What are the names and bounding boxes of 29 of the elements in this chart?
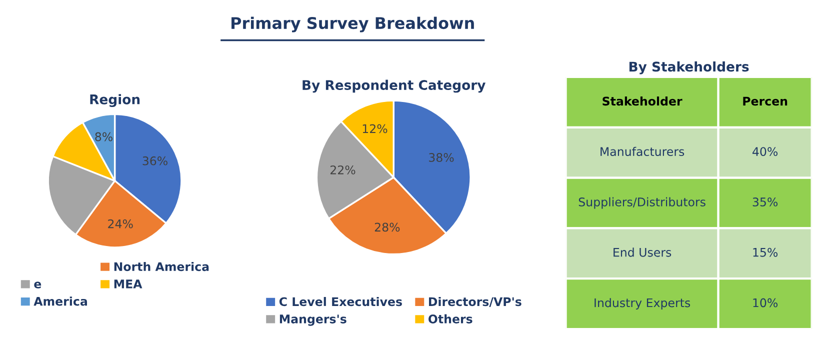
- legend-label: MEA: [114, 280, 142, 288]
- data-label: 36%: [142, 156, 168, 166]
- chart-title: Region: [90, 94, 140, 108]
- data-label: 40%: [752, 147, 778, 156]
- legend-label: e: [34, 282, 42, 288]
- category-label: End Users: [614, 248, 672, 257]
- data-label: 35%: [752, 197, 778, 206]
- data-label: 24%: [108, 219, 133, 228]
- data-label: 28%: [374, 222, 400, 232]
- text: Stakeholder: [602, 96, 682, 106]
- text: Primary Survey Breakdown: [232, 16, 474, 32]
- data-label: 22%: [330, 165, 356, 174]
- legend-label: Others: [428, 314, 472, 324]
- text: By Stakeholders: [629, 61, 749, 74]
- data-label: 12%: [362, 124, 388, 134]
- legend-label: North America: [114, 262, 209, 272]
- legend-label: Directors/VP's: [428, 296, 522, 308]
- data-label: 38%: [429, 153, 454, 162]
- category-label: Manufacturers: [600, 146, 684, 156]
- data-label: 10%: [753, 298, 778, 308]
- category-label: Industry Experts: [594, 298, 690, 310]
- chart-title: By Respondent Category: [302, 80, 486, 93]
- legend-label: Mangers's: [280, 314, 346, 326]
- data-label: 15%: [753, 248, 778, 257]
- text: Percen: [743, 96, 788, 106]
- data-label: 8%: [95, 132, 112, 142]
- legend-label: C Level Executives: [279, 296, 402, 306]
- legend-label: America: [34, 296, 87, 306]
- category-label: Suppliers/Distributors: [578, 197, 706, 209]
